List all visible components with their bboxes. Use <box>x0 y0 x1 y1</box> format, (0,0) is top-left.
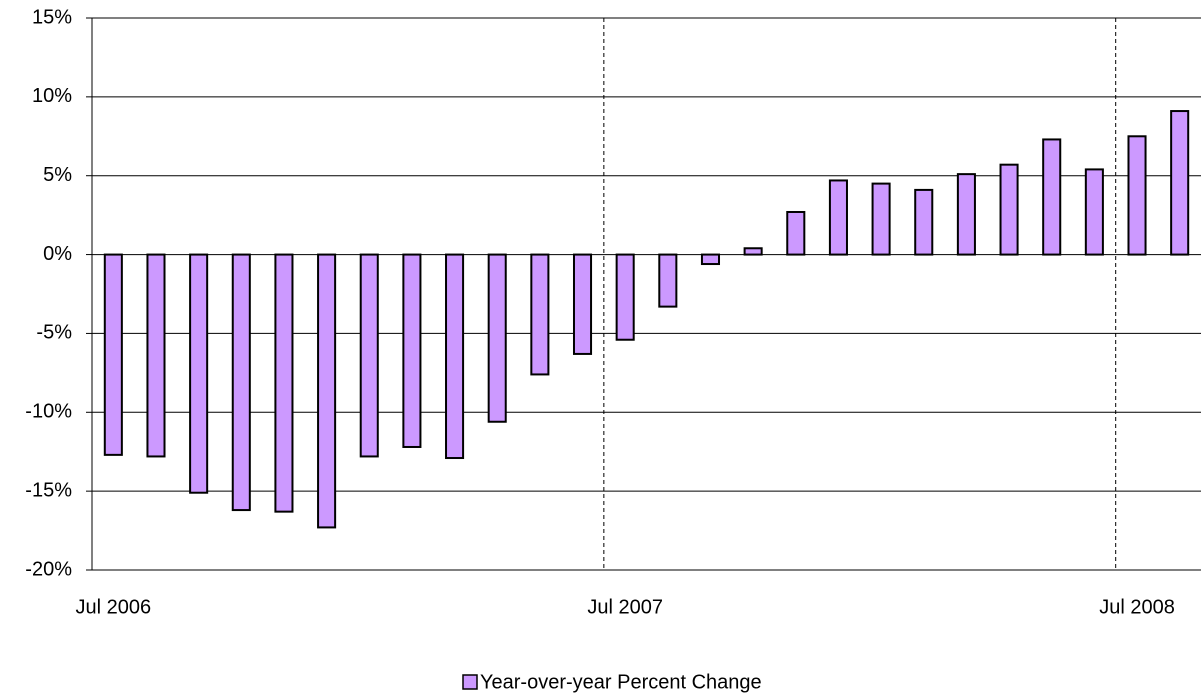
y-tick-label: -20% <box>25 558 72 580</box>
bar <box>999 163 1019 256</box>
y-tick-label: 0% <box>43 243 72 265</box>
bar <box>956 173 976 256</box>
bar <box>274 253 294 513</box>
y-tick-label: -15% <box>25 479 72 501</box>
bar <box>445 253 465 460</box>
bar <box>572 253 593 355</box>
y-tick-label: -5% <box>36 322 72 344</box>
bar <box>615 253 635 341</box>
legend-swatch <box>462 674 478 690</box>
bar <box>871 182 891 256</box>
x-tick-label: Jul 2006 <box>76 596 152 618</box>
bar <box>828 179 848 256</box>
bar <box>231 253 251 512</box>
bar <box>700 253 721 266</box>
bar <box>103 253 123 456</box>
bar <box>189 253 209 494</box>
bar <box>786 210 806 256</box>
y-tick-label: 15% <box>32 6 72 28</box>
bar <box>1127 135 1147 256</box>
bar <box>1042 138 1062 256</box>
y-tick-label: -10% <box>25 401 72 423</box>
y-tick-label: 10% <box>32 85 72 107</box>
bar <box>402 253 422 448</box>
bar <box>743 247 763 256</box>
bar <box>1170 110 1190 256</box>
bar <box>317 253 337 529</box>
legend-label: Year-over-year Percent Change <box>480 671 762 693</box>
x-tick-label: Jul 2008 <box>1099 596 1175 618</box>
bar <box>914 188 934 256</box>
bar <box>530 253 550 376</box>
bar <box>658 253 678 308</box>
bar <box>487 253 507 423</box>
bar <box>146 253 166 458</box>
x-tick-label: Jul 2007 <box>587 596 663 618</box>
bar <box>359 253 379 458</box>
y-tick-label: 5% <box>43 164 72 186</box>
bar <box>1084 168 1104 256</box>
